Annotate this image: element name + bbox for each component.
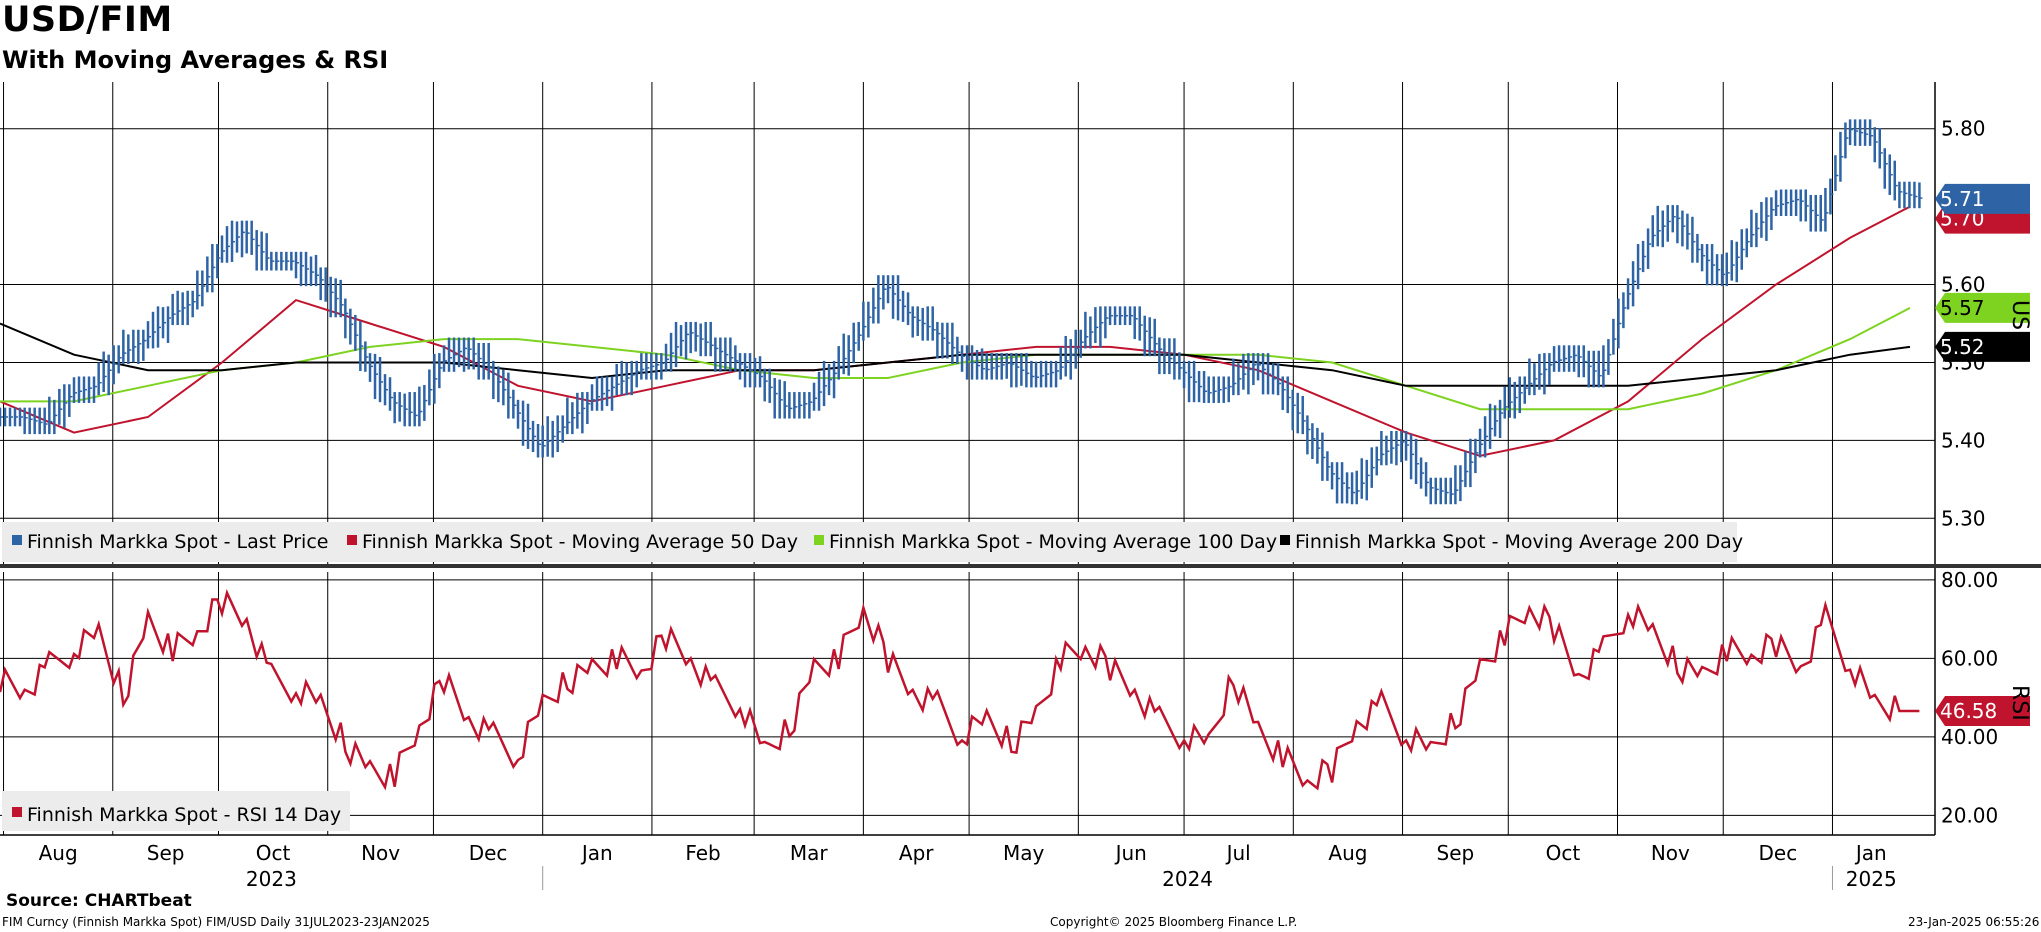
month-tick-label: Dec xyxy=(469,841,508,865)
month-tick-label: Jan xyxy=(580,841,613,865)
rsi-tick-label: 80.00 xyxy=(1941,568,1998,592)
month-tick-label: Sep xyxy=(147,841,185,865)
month-tick-label: Mar xyxy=(790,841,829,865)
year-tick-label: 2023 xyxy=(246,867,297,891)
month-tick-label: Jul xyxy=(1225,841,1251,865)
ma200-line xyxy=(0,322,1911,387)
month-tick-label: Aug xyxy=(1328,841,1367,865)
price-tick-label: 5.60 xyxy=(1941,273,1986,297)
price-tick-label: 5.40 xyxy=(1941,428,1986,452)
source-note: Source: CHARTbeat xyxy=(6,891,192,911)
ticker-meta: FIM Curncy (Finnish Markka Spot) FIM/USD… xyxy=(2,915,430,929)
price-tick-label: 5.80 xyxy=(1941,117,1986,141)
rsi-last-badge: 46.58 xyxy=(1940,699,1997,723)
rsi-tick-label: 20.00 xyxy=(1941,803,1998,827)
month-tick-label: Apr xyxy=(899,841,934,865)
legends: Finnish Markka Spot - Last Price Finnish … xyxy=(2,522,1743,831)
axis-labels: Aug Sep Oct Nov Dec Jan Feb Mar Apr May Jun Jul Aug S… xyxy=(39,117,2032,891)
legend-entry: Finnish Markka Spot - Moving Average 100… xyxy=(829,531,1277,553)
legend-entry: Finnish Markka Spot - RSI 14 Day xyxy=(27,804,341,826)
page-subtitle: With Moving Averages & RSI xyxy=(2,46,389,74)
axes xyxy=(0,82,2041,890)
legend-swatch xyxy=(347,535,357,545)
rsi-tick-label: 40.00 xyxy=(1941,725,1998,749)
timestamp: 23-Jan-2025 06:55:26 xyxy=(1908,915,2040,929)
legend-swatch xyxy=(814,535,824,545)
month-tick-label: Jun xyxy=(1114,841,1147,865)
ma200-last-badge: 5.52 xyxy=(1940,335,1985,359)
legend-entry: Finnish Markka Spot - Moving Average 50 … xyxy=(362,531,798,553)
rsi-series-line xyxy=(0,588,1920,791)
rsi-line xyxy=(0,588,1920,791)
rsi-tick-label: 60.00 xyxy=(1941,646,1998,670)
month-tick-label: Dec xyxy=(1758,841,1797,865)
price-last-badge: 5.71 xyxy=(1940,187,1985,211)
moving-average-lines xyxy=(0,205,1911,457)
ma50-line xyxy=(0,205,1911,457)
ma200-last-badge-shape xyxy=(1935,331,2030,362)
month-tick-label: Nov xyxy=(1651,841,1690,865)
year-tick-label: 2025 xyxy=(1846,867,1897,891)
rsi-axis-title: RSI xyxy=(2007,685,2032,721)
legend-swatch xyxy=(12,535,22,545)
legend-swatch xyxy=(12,807,22,817)
month-tick-label: Feb xyxy=(685,841,720,865)
ma100-last-badge: 5.57 xyxy=(1940,296,1985,320)
legend-entry: Finnish Markka Spot - Moving Average 200… xyxy=(1295,531,1743,553)
grid-lines xyxy=(0,82,1935,835)
price-legend-box xyxy=(2,522,1737,562)
month-tick-label: Aug xyxy=(39,841,78,865)
legend-entry: Finnish Markka Spot - Last Price xyxy=(27,531,328,553)
month-tick-label: Sep xyxy=(1437,841,1475,865)
price-bars xyxy=(0,119,1923,505)
copyright-note: Copyright© 2025 Bloomberg Finance L.P. xyxy=(1050,915,1298,929)
rsi-last-badge-shape xyxy=(1935,696,2030,727)
page-title: USD/FIM xyxy=(2,0,173,40)
price-tick-label: 5.30 xyxy=(1941,506,1986,530)
legend-swatch xyxy=(1280,535,1290,545)
price-last-badge-shape xyxy=(1935,183,2030,214)
ma100-last-badge-shape xyxy=(1935,292,2030,323)
price-axis-title: USD xyxy=(2007,300,2032,347)
month-tick-label: Jan xyxy=(1854,841,1887,865)
month-tick-label: Nov xyxy=(361,841,400,865)
year-tick-label: 2024 xyxy=(1162,867,1213,891)
rsi-legend-box xyxy=(2,791,350,831)
month-tick-label: Oct xyxy=(1546,841,1581,865)
month-tick-label: May xyxy=(1003,841,1045,865)
month-tick-label: Oct xyxy=(256,841,291,865)
